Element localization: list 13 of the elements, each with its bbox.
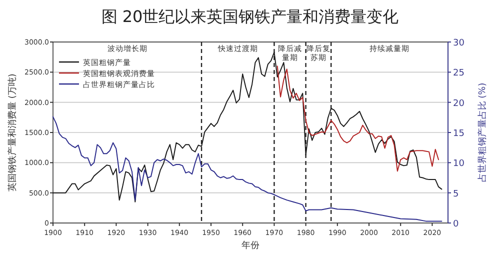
y2-tick-label: 20 — [453, 98, 465, 109]
y2-tick-label: 0 — [453, 220, 459, 230]
line-series — [52, 116, 442, 222]
y2-tick-label: 25 — [453, 68, 464, 79]
y2-tick-label: 10 — [453, 159, 465, 170]
y2-tick-label: 30 — [453, 38, 465, 48]
chart-title: 图 20世纪以来英国钢铁产量和消费量变化 — [101, 7, 399, 26]
y2-tick-label: 15 — [453, 129, 464, 139]
y2-tick-label: 5 — [453, 189, 459, 200]
y2-axis-title: 占世界粗钢产量占比 (%) — [477, 82, 488, 182]
y-axis-title: 英国钢铁产量和消费量 (万吨) — [7, 74, 18, 192]
line-series — [276, 66, 440, 172]
x-axis-title: 年份 — [242, 240, 260, 251]
